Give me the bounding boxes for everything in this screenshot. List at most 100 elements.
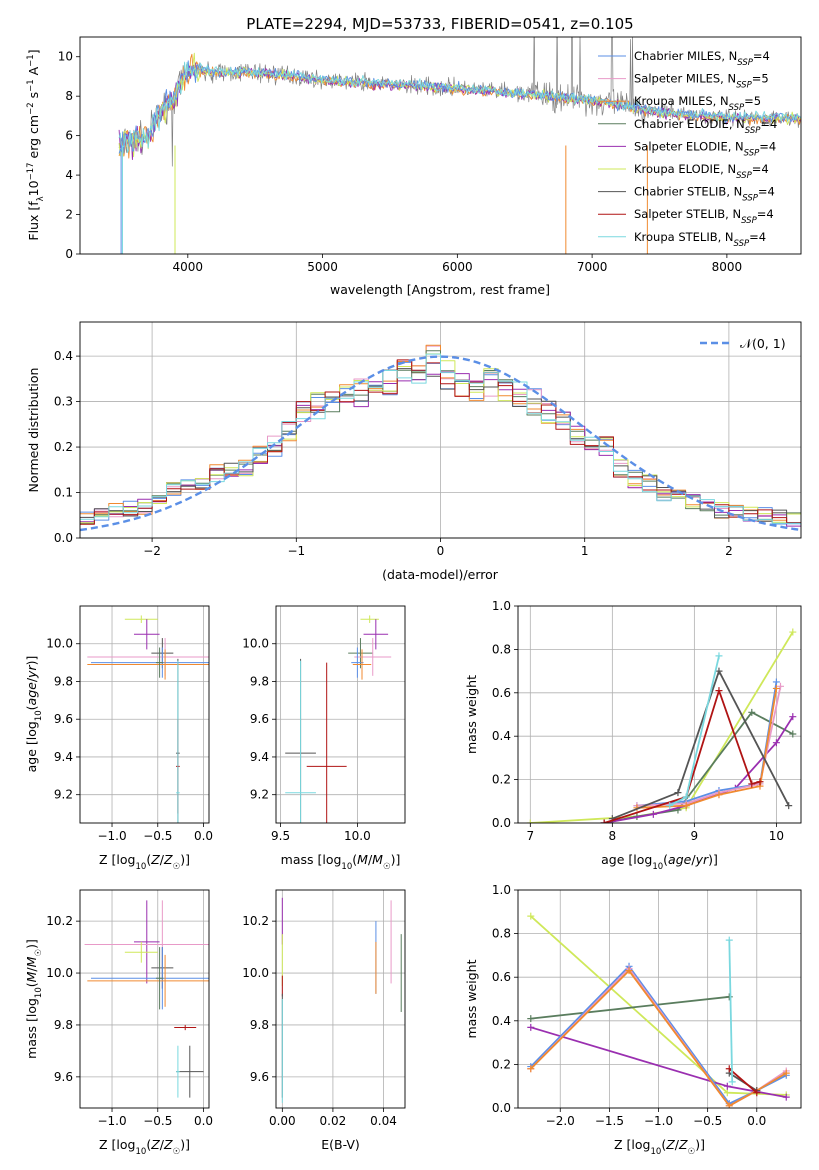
y-tick-label: 1.0 (492, 883, 511, 897)
y-tick-label: 0.4 (492, 1014, 511, 1028)
legend: 𝒩(0, 1) (700, 336, 786, 351)
y-tick-label: 0.3 (54, 395, 73, 409)
plot-area (84, 900, 209, 1098)
weight-marker-kroupa_stelib (725, 936, 733, 944)
panel-mass_vs_Z: −1.0 −0.5 0.0 9.6 9.8 10.0 10.2 Z [log10(Z/Z☉)]… (24, 889, 213, 1157)
weight-marker-chabrier_elodie (748, 708, 756, 716)
legend-label-salpeter_miles: Salpeter MILES, NSSP=5 (634, 72, 769, 91)
weight-marker-kroupa_stelib (715, 652, 723, 660)
x-tick-label: −0.5 (693, 1114, 722, 1128)
y-tick-label: 2 (65, 208, 73, 222)
model-line-kroupa_elodie (118, 52, 801, 158)
plot-area (87, 615, 209, 823)
normal-curve (80, 355, 801, 532)
panel-age_vs_mass: 9.5 10.0 9.2 9.4 9.6 9.8 10.0 mass [log10(M/M☉)… (242, 605, 406, 872)
plot-area (118, 37, 801, 254)
x-axis-label: age [log10(age/yr)] (601, 852, 718, 872)
panel-mass_vs_ebv: 0.00 0.02 0.04 9.6 9.8 10.0 10.2 E(B-V) (242, 889, 406, 1152)
x-tick-label: 0.0 (194, 1114, 213, 1128)
x-tick-label: 8000 (712, 260, 743, 274)
weight-marker-salpeter_miles (776, 682, 784, 690)
weight-marker-salpeter_elodie (649, 810, 657, 818)
x-tick-label: 10.0 (344, 829, 371, 843)
panel-mass_weight_vs_age: 7 8 9 10 0.0 0.2 0.4 0.6 0.8 1.0 age [log10(age/yr… (464, 599, 802, 872)
weight-line-kroupa_elodie (530, 631, 794, 823)
model-line-chabrier_miles (118, 60, 801, 154)
weight-marker-salpeter_stelib (756, 778, 764, 786)
y-tick-label: 0.4 (54, 349, 73, 363)
axes-frame (79, 889, 210, 1109)
legend-label-kroupa_elodie: Kroupa ELODIE, NSSP=4 (634, 162, 769, 181)
legend-label-kroupa_miles: Kroupa MILES, NSSP=5 (634, 94, 761, 113)
ticks: 4000 5000 6000 7000 8000 0 2 4 6 8 10 (58, 50, 742, 274)
plot-area (526, 628, 797, 823)
weight-marker-kroupa_elodie (723, 1089, 731, 1097)
legend-label-normal: 𝒩(0, 1) (740, 336, 786, 351)
x-tick-label: −0.5 (143, 829, 172, 843)
y-tick-label: 9.2 (250, 788, 269, 802)
grid (518, 605, 801, 824)
axes-frame (79, 605, 210, 824)
y-tick-label: 9.6 (54, 712, 73, 726)
weight-line-salpeter_stelib (728, 1068, 758, 1094)
legend-label-salpeter_stelib: Salpeter STELIB, NSSP=4 (634, 207, 774, 226)
panel-age_vs_Z: −1.0 −0.5 0.0 9.2 9.4 9.6 9.8 10.0 Z [log10(Z/Z☉… (24, 605, 213, 872)
axes-frame (79, 321, 802, 539)
x-tick-label: 0.00 (269, 1114, 296, 1128)
x-tick-label: −1.0 (644, 1114, 673, 1128)
axes-frame (517, 889, 802, 1109)
ticks: −1.0 −0.5 0.0 9.2 9.4 9.6 9.8 10.0 (46, 637, 213, 843)
ticks: −1.0 −0.5 0.0 9.6 9.8 10.0 10.2 (46, 914, 213, 1128)
y-axis-label: mass weight (464, 959, 479, 1038)
y-axis-label: mass weight (464, 675, 479, 754)
weight-marker-chabrier_stelib (785, 802, 793, 810)
y-tick-label: 0.0 (492, 816, 511, 830)
weight-marker-kroupa_stelib (682, 793, 690, 801)
x-tick-label: 0.0 (747, 1114, 766, 1128)
panel-mass_weight_vs_Z: −2.0 −1.5 −1.0 −0.5 0.0 0.0 0.2 0.4 0.6 0.8 1.0 Z [… (464, 883, 802, 1157)
y-tick-label: 10.0 (242, 966, 269, 980)
weight-marker-chabrier_elodie (725, 993, 733, 1001)
y-tick-label: 9.8 (54, 674, 73, 688)
weight-marker-chabrier_elodie (527, 1015, 535, 1023)
y-tick-label: 0.4 (492, 729, 511, 743)
ticks: 7 8 9 10 0.0 0.2 0.4 0.6 0.8 1.0 (492, 599, 784, 843)
x-tick-label: −1.5 (595, 1114, 624, 1128)
legend-label-chabrier_stelib: Chabrier STELIB, NSSP=4 (634, 185, 775, 204)
x-axis-label: Z [log10(Z/Z☉)] (99, 1137, 190, 1157)
y-tick-label: 10.0 (242, 637, 269, 651)
x-tick-label: 1 (581, 544, 589, 558)
x-tick-label: −1 (287, 544, 305, 558)
x-tick-label: 7000 (577, 260, 608, 274)
legend-label-kroupa_stelib: Kroupa STELIB, NSSP=4 (634, 230, 766, 249)
ticks: −2 −1 0 1 2 0.0 0.1 0.2 0.3 0.4 (54, 349, 733, 558)
y-tick-label: 10.0 (46, 966, 73, 980)
weight-marker-salpeter_stelib (715, 687, 723, 695)
y-tick-label: 0.8 (492, 927, 511, 941)
grid (518, 889, 801, 1109)
y-tick-label: 9.6 (54, 1070, 73, 1084)
weight-marker-kroupa_stelib (666, 802, 674, 810)
x-tick-label: 4000 (173, 260, 204, 274)
x-tick-label: 9 (691, 829, 699, 843)
weight-marker-kroupa_stelib (728, 1078, 736, 1086)
y-axis-label: Normed distribution (26, 368, 41, 493)
x-tick-label: 5000 (307, 260, 338, 274)
x-tick-label: 2 (725, 544, 733, 558)
weight-marker-chabrier_stelib (715, 667, 723, 675)
legend-label-chabrier_elodie: Chabrier ELODIE, NSSP=4 (634, 117, 777, 136)
axes-frame (517, 605, 802, 824)
weight-marker-salpeter_elodie (782, 1093, 790, 1101)
weight-marker-salpeter_elodie (772, 739, 780, 747)
weight-marker-salpeter_elodie (527, 1023, 535, 1031)
x-tick-label: 6000 (442, 260, 473, 274)
y-tick-label: 0.0 (54, 531, 73, 545)
x-tick-label: 8 (609, 829, 617, 843)
weight-marker-kroupa_miles (725, 1102, 733, 1108)
grid (80, 606, 209, 823)
y-tick-label: 4 (65, 168, 73, 182)
y-tick-label: 6 (65, 129, 73, 143)
y-tick-label: 1.0 (492, 599, 511, 613)
x-axis-label: Z [log10(Z/Z☉)] (614, 1137, 705, 1157)
plot-area (285, 615, 392, 823)
